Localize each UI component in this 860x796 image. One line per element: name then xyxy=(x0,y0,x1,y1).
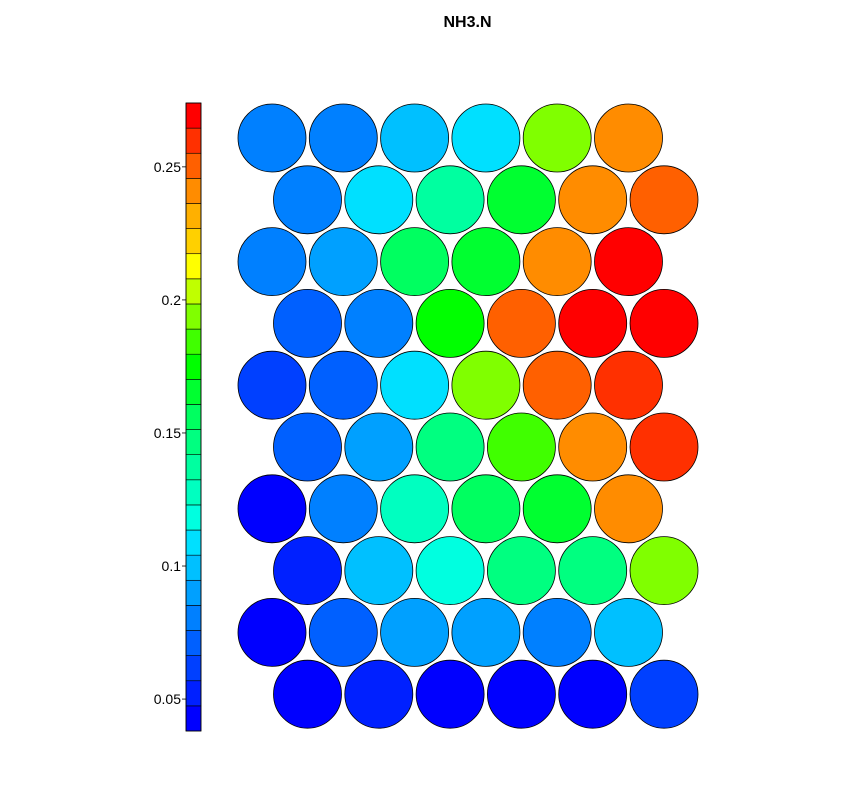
map-cell xyxy=(558,165,628,235)
map-cell xyxy=(629,536,699,605)
colorbar-segment xyxy=(185,353,202,380)
map-cell xyxy=(308,227,378,297)
colorbar-segment xyxy=(185,404,202,430)
map-cell xyxy=(380,227,450,297)
map-cell xyxy=(237,474,307,544)
colorbar-segment xyxy=(185,529,202,556)
colorbar-tick-label: 0.25 xyxy=(154,159,181,175)
map-cell xyxy=(522,598,592,667)
map-cell xyxy=(380,103,450,173)
colorbar-segment xyxy=(185,127,202,154)
map-cell xyxy=(380,474,450,544)
map-cell xyxy=(415,165,485,235)
map-cell xyxy=(415,412,485,482)
map-cell xyxy=(308,103,378,173)
colorbar-segment xyxy=(185,328,202,355)
map-cell xyxy=(487,536,556,605)
map-cell xyxy=(594,103,663,173)
map-cells xyxy=(237,103,699,729)
map-cell xyxy=(451,598,521,667)
colorbar-segment xyxy=(185,178,202,204)
colorbar-outline xyxy=(185,102,202,732)
map-cell xyxy=(273,536,342,605)
colorbar-segment xyxy=(185,203,202,229)
colorbar-tick-label: 0.15 xyxy=(154,425,181,441)
map-cell xyxy=(558,659,628,729)
map-cell xyxy=(558,536,628,605)
map-cell xyxy=(237,103,307,173)
map-cell xyxy=(487,659,556,729)
colorbar-segment xyxy=(185,303,202,330)
colorbar-segment xyxy=(185,579,202,606)
map-cell xyxy=(273,659,342,729)
map-cell xyxy=(522,227,592,297)
map-cell xyxy=(451,103,521,173)
colorbar-segment xyxy=(185,479,202,506)
map-cell xyxy=(380,350,450,420)
map-cell xyxy=(522,474,592,544)
colorbar-segment xyxy=(185,705,202,732)
map-cell xyxy=(415,659,485,729)
map-cell xyxy=(237,598,307,667)
colorbar-segment xyxy=(185,605,202,631)
map-cell xyxy=(487,288,556,358)
colorbar-segment xyxy=(185,504,202,531)
map-cell xyxy=(273,288,342,358)
colorbar-segment xyxy=(185,680,202,707)
map-cell xyxy=(487,165,556,235)
map-cell xyxy=(629,659,699,729)
map-cell xyxy=(487,412,556,482)
map-cell xyxy=(594,227,663,297)
colorbar-segment xyxy=(185,655,202,682)
map-cell xyxy=(308,350,378,420)
map-cell xyxy=(629,288,699,358)
map-cell xyxy=(273,412,342,482)
map-cell xyxy=(344,288,414,358)
map-cell xyxy=(344,412,414,482)
colorbar-segment xyxy=(185,228,202,255)
colorbar-segment xyxy=(185,454,202,481)
map-cell xyxy=(629,165,699,235)
colorbar-tick-label: 0.2 xyxy=(162,292,182,308)
map-cell xyxy=(380,598,450,667)
map-cell xyxy=(594,474,663,544)
map-cell xyxy=(308,598,378,667)
colorbar-segment xyxy=(185,253,202,280)
map-cell xyxy=(344,659,414,729)
colorbar-segment xyxy=(185,278,202,305)
colorbar-tick-label: 0.1 xyxy=(162,558,182,574)
colorbar-segment xyxy=(185,379,202,405)
map-cell xyxy=(522,350,592,420)
map-cell xyxy=(522,103,592,173)
colorbar-segment xyxy=(185,554,202,581)
colorbar: 0.05 0.1 0.15 0.2 0.25 xyxy=(154,102,202,732)
map-cell xyxy=(594,350,663,420)
map-cell xyxy=(629,412,699,482)
map-cell xyxy=(451,474,521,544)
colorbar-segment xyxy=(185,152,202,179)
map-cell xyxy=(344,536,414,605)
colorbar-tick-label: 0.05 xyxy=(154,691,181,707)
map-cell xyxy=(237,227,307,297)
map-cell xyxy=(237,350,307,420)
map-cell xyxy=(558,412,628,482)
map-cell xyxy=(594,598,663,667)
map-cell xyxy=(273,165,342,235)
colorbar-segment xyxy=(185,630,202,656)
map-cell xyxy=(415,536,485,605)
colorbar-segment xyxy=(185,429,202,455)
map-cell xyxy=(415,288,485,358)
map-cell xyxy=(451,350,521,420)
colorbar-segment xyxy=(185,102,202,129)
map-cell xyxy=(344,165,414,235)
map-cell xyxy=(308,474,378,544)
map-cell xyxy=(451,227,521,297)
chart-title: NH3.N xyxy=(443,14,492,31)
map-cell xyxy=(558,288,628,358)
